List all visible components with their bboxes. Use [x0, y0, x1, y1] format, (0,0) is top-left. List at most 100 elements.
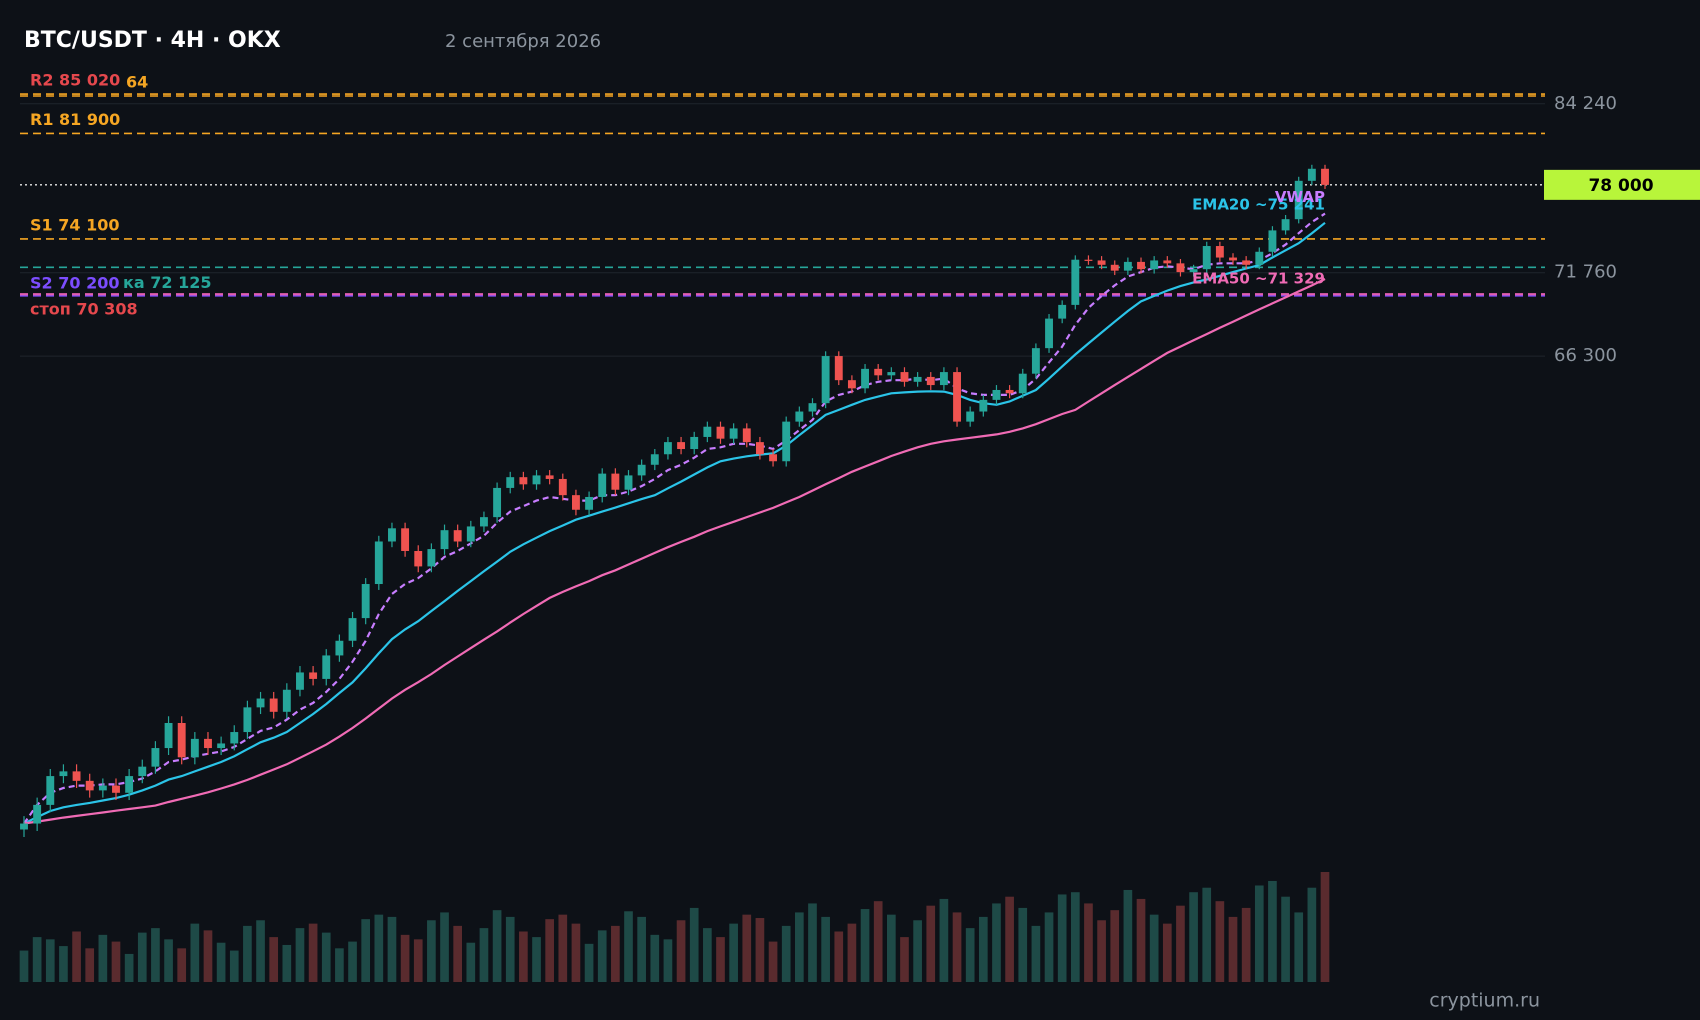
candle-body: [677, 442, 686, 450]
candle-body: [1281, 219, 1290, 231]
candle-body: [1189, 269, 1198, 273]
series-label: EMA20 ~75 241: [1192, 195, 1325, 213]
volume-bar: [1031, 925, 1041, 982]
volume-bar: [216, 942, 226, 982]
volume-bar: [1162, 923, 1172, 982]
volume-bar: [571, 923, 581, 982]
volume-bar: [466, 942, 476, 982]
candle-body: [926, 376, 935, 386]
volume-bar: [427, 920, 436, 982]
candle-body: [598, 473, 607, 497]
level-label: R2 85 020: [30, 71, 120, 90]
indicator-line: [23, 221, 1326, 825]
volume-bar: [1268, 880, 1277, 982]
volume-bar: [1294, 912, 1304, 982]
last-price-box: [1544, 169, 1700, 200]
volume-bar: [1202, 887, 1212, 982]
volume-bar: [755, 918, 765, 982]
volume-bar: [256, 920, 265, 982]
candle-body: [545, 475, 554, 479]
volume-bar: [479, 928, 489, 982]
volume-bar: [19, 950, 29, 982]
candle-body: [204, 738, 212, 749]
volume-bar: [716, 937, 725, 982]
volume-bar: [1110, 910, 1120, 982]
candle-body: [480, 517, 488, 527]
candle-body: [992, 389, 1001, 400]
candle-body: [519, 477, 528, 485]
candle-body: [335, 640, 344, 656]
volume-bar: [1018, 907, 1028, 982]
volume-bar: [1176, 905, 1185, 982]
volume-bar: [597, 930, 607, 982]
volume-bar: [873, 901, 883, 982]
volume-bar: [1070, 892, 1080, 982]
volume-bar: [413, 939, 423, 982]
volume-bar: [164, 939, 173, 982]
volume-bar: [243, 925, 252, 982]
candle-body: [953, 372, 961, 422]
candle-body: [939, 372, 948, 386]
volume-bar: [400, 934, 410, 982]
watermark: cryptium.ru: [1429, 990, 1540, 1012]
indicator-line: [23, 212, 1326, 825]
level-label: R1 81 900: [30, 110, 120, 129]
candle-body: [769, 454, 778, 462]
volume-bar: [1084, 903, 1093, 982]
volume-bar: [374, 914, 384, 982]
level-label: стоп 70 308: [30, 300, 138, 319]
volume-bar: [532, 937, 541, 982]
volume-bar: [926, 905, 936, 982]
volume-bar: [1320, 872, 1330, 982]
level-label: 64: [126, 73, 148, 92]
y-tick-label: 71 760: [1554, 262, 1617, 283]
volume-bar: [584, 943, 594, 982]
candle-body: [821, 356, 830, 404]
candle-body: [190, 738, 199, 758]
volume-bar: [453, 925, 463, 982]
volume-bar: [1254, 885, 1264, 982]
candle-body: [861, 368, 869, 389]
candle-body: [296, 672, 304, 690]
candle-body: [1321, 168, 1329, 185]
candle-body: [33, 804, 42, 824]
candle-body: [900, 372, 909, 382]
volume-bar: [689, 907, 699, 982]
candle-body: [217, 743, 226, 749]
candle-body: [440, 530, 449, 550]
volume-bar: [886, 914, 896, 982]
candle-body: [177, 723, 186, 758]
volume-bar: [676, 920, 686, 982]
candle-body: [256, 698, 265, 708]
candle-body: [361, 584, 370, 619]
volume-bar: [624, 911, 633, 982]
candle-body: [138, 766, 147, 777]
chart-title: BTC/USDT · 4H · OKX: [24, 28, 281, 53]
volume-bar: [505, 916, 515, 982]
volume-bar: [834, 931, 844, 982]
candle-body: [1202, 246, 1211, 270]
candle-body: [1031, 348, 1040, 374]
candle-body: [125, 776, 134, 793]
volume-bar: [440, 912, 449, 982]
volume-bar: [32, 937, 42, 982]
indicator-line: [23, 278, 1326, 825]
candle-body: [493, 487, 502, 518]
volume-bar: [1136, 898, 1146, 982]
candle-body: [1229, 257, 1237, 261]
candle-body: [1294, 180, 1303, 220]
candle-body: [59, 771, 68, 777]
volume-bar: [137, 932, 147, 982]
volume-bar: [335, 948, 344, 982]
volume-bar: [952, 912, 962, 982]
candle-body: [755, 442, 764, 455]
volume-bar: [729, 923, 738, 982]
volume-bar: [1044, 912, 1054, 982]
candle-body: [1150, 260, 1159, 270]
candle-body: [611, 473, 620, 490]
candle-body: [887, 372, 896, 376]
candle-body: [72, 771, 81, 781]
candle-body: [243, 707, 252, 733]
volume-bar: [768, 941, 778, 982]
volume-bar: [900, 937, 909, 982]
